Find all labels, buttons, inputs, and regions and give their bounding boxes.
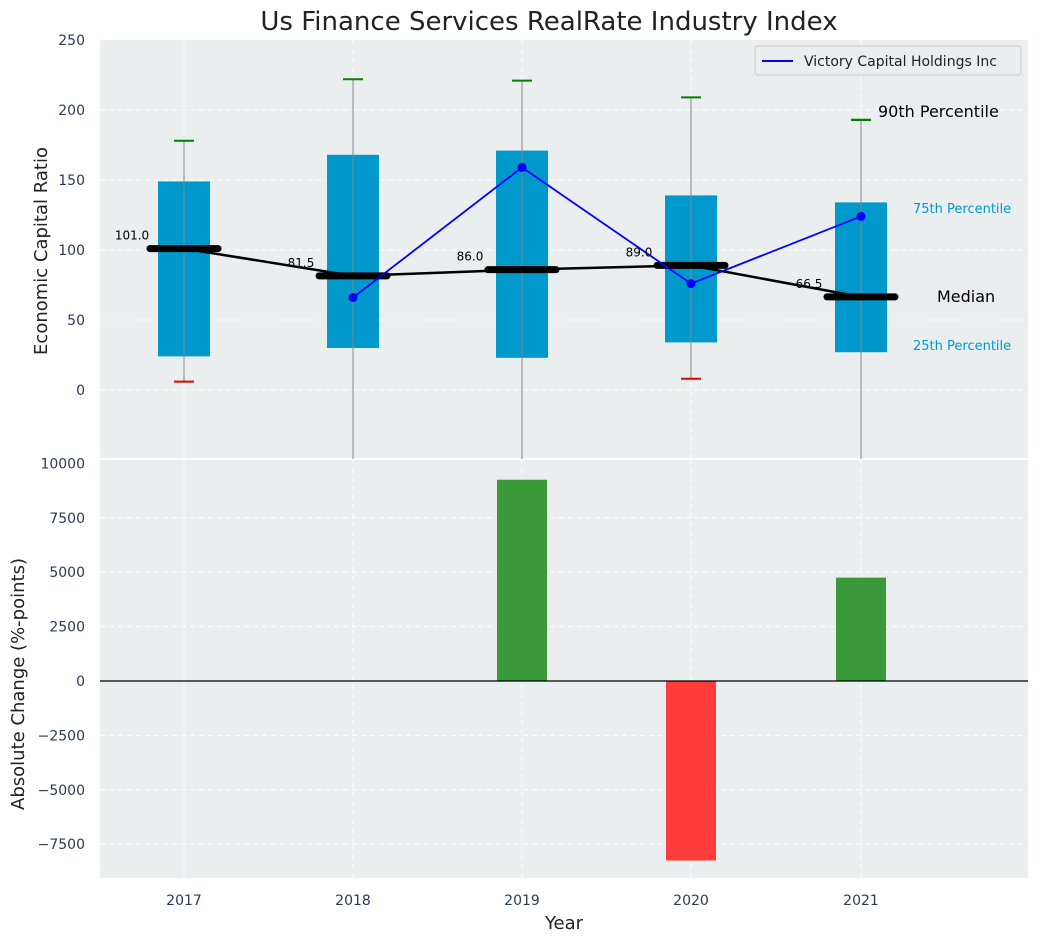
top-y-tick-label: 0 (76, 383, 85, 399)
top-y-tick-label: 100 (58, 243, 85, 259)
annotation-90th-percentile: 90th Percentile (878, 102, 999, 121)
annotation-25th-percentile: 25th Percentile (913, 339, 1011, 354)
top-y-tick-label: 250 (58, 33, 85, 49)
top-y-tick-label: 50 (67, 313, 85, 329)
company-point-2021 (856, 211, 866, 221)
bottom-y-tick-label: −2500 (38, 728, 85, 744)
bottom-panel-bg (100, 459, 1028, 878)
legend-box (754, 45, 1022, 76)
median-label-2019: 86.0 (457, 250, 484, 264)
chart-title: Us Finance Services RealRate Industry In… (260, 7, 837, 37)
x-axis-title: Year (544, 913, 584, 934)
company-point-2020 (686, 279, 696, 289)
chart-labels: 101.0 81.5 86.0 89.0 66.5 0 50 100 150 200 250 −750… (38, 33, 879, 909)
x-tick-label-2019: 2019 (504, 893, 540, 909)
company-point-2018 (348, 293, 358, 303)
company-point-2019 (517, 162, 527, 172)
bottom-y-tick-label: −5000 (38, 783, 85, 799)
plot-area (100, 78, 1028, 861)
legend: Victory Capital Holdings Inc (754, 45, 1022, 76)
median-label-2017: 101.0 (115, 229, 149, 243)
top-y-axis-title: Economic Capital Ratio (31, 147, 52, 355)
median-label-2018: 81.5 (288, 256, 315, 270)
bottom-y-tick-label: −7500 (38, 837, 85, 853)
change-bar-2021 (836, 577, 886, 681)
change-bar-2019 (497, 479, 547, 681)
x-tick-label-2017: 2017 (166, 893, 202, 909)
median-label-2021: 66.5 (796, 277, 823, 291)
bottom-y-tick-label: 0 (76, 674, 85, 690)
bottom-y-tick-label: 2500 (49, 620, 85, 636)
top-y-tick-label: 150 (58, 173, 85, 189)
legend-label: Victory Capital Holdings Inc (804, 54, 997, 70)
annotation-75th-percentile: 75th Percentile (913, 202, 1011, 217)
x-tick-label-2020: 2020 (673, 893, 709, 909)
change-bar-2020 (666, 681, 716, 861)
company-line (352, 166, 862, 299)
bottom-y-tick-label: 5000 (49, 565, 85, 581)
top-y-tick-label: 200 (58, 103, 85, 119)
bottom-y-tick-label: 7500 (49, 511, 85, 527)
bottom-y-axis-title: Absolute Change (%-points) (8, 558, 29, 810)
bottom-y-tick-label: 10000 (40, 456, 85, 472)
annotation-median: Median (937, 287, 995, 306)
x-tick-label-2021: 2021 (843, 893, 879, 909)
median-label-2020: 89.0 (626, 245, 653, 259)
x-tick-label-2018: 2018 (335, 893, 371, 909)
